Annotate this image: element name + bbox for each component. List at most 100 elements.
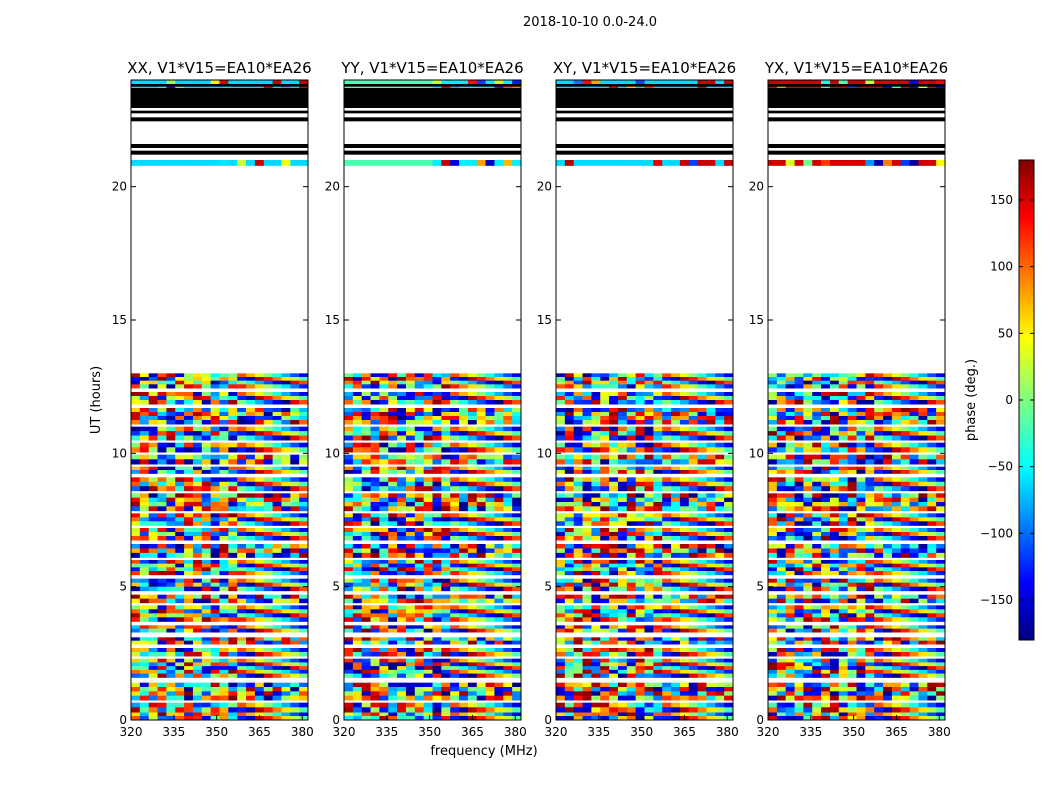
data-band xyxy=(131,408,308,425)
data-band xyxy=(344,594,521,604)
x-tick-label: 380 xyxy=(928,725,951,739)
data-band xyxy=(131,605,308,622)
flag-band xyxy=(768,88,945,108)
data-band xyxy=(131,373,308,389)
data-band xyxy=(344,682,521,701)
data-band xyxy=(131,544,308,558)
data-band xyxy=(768,454,945,465)
data-band xyxy=(768,160,945,166)
x-tick-label: 380 xyxy=(291,725,314,739)
x-tick-label: 320 xyxy=(757,725,780,739)
x-tick-label: 350 xyxy=(630,725,653,739)
y-tick-label: 10 xyxy=(112,446,127,460)
data-band xyxy=(556,528,733,541)
x-tick-label: 365 xyxy=(461,725,484,739)
data-band xyxy=(768,493,945,512)
data-band xyxy=(131,658,308,678)
data-band xyxy=(556,625,733,633)
data-band xyxy=(556,648,733,657)
flag-band xyxy=(131,110,308,114)
colorbar-tick-label: −150 xyxy=(980,593,1013,607)
flag-band xyxy=(556,88,733,108)
colorbar-tick-label: 50 xyxy=(998,326,1013,340)
flag-band xyxy=(344,150,521,155)
data-band xyxy=(344,513,521,526)
data-band xyxy=(768,513,945,526)
colorbar-tick-label: −100 xyxy=(980,526,1013,540)
data-band xyxy=(768,578,945,592)
x-axis-label: frequency (MHz) xyxy=(430,744,537,759)
data-band xyxy=(768,658,945,678)
data-band xyxy=(768,477,945,492)
y-tick-label: 10 xyxy=(325,446,340,460)
data-band xyxy=(131,477,308,492)
y-tick-label: 15 xyxy=(112,313,127,327)
panel-frame xyxy=(555,79,734,721)
panel-title: YY, V1*V15=EA10*EA26 xyxy=(340,59,523,77)
y-tick-label: 20 xyxy=(749,180,764,194)
data-band xyxy=(556,544,733,558)
phase-image-2 xyxy=(344,80,521,720)
x-tick-label: 380 xyxy=(716,725,739,739)
panel-3: XY, V1*V15=EA10*EA26 0 5 10 15 20 320 335 350 365… xyxy=(537,59,739,739)
data-band xyxy=(768,560,945,576)
data-band xyxy=(344,605,521,622)
data-band xyxy=(768,442,945,453)
x-tick-label: 350 xyxy=(418,725,441,739)
flag-band xyxy=(131,144,308,148)
data-band xyxy=(768,625,945,633)
y-tick-label: 5 xyxy=(332,580,340,594)
panel-4: YX, V1*V15=EA10*EA26 0 5 10 15 20 320 335 350 365… xyxy=(749,59,951,739)
data-band xyxy=(131,160,308,166)
x-tick-label: 365 xyxy=(885,725,908,739)
x-tick-label: 335 xyxy=(587,725,610,739)
flag-band xyxy=(344,84,521,87)
data-band xyxy=(131,454,308,465)
flag-band xyxy=(131,88,308,108)
data-band xyxy=(344,392,521,405)
data-band xyxy=(768,594,945,604)
data-band xyxy=(131,513,308,526)
data-band xyxy=(556,477,733,492)
data-band xyxy=(344,442,521,453)
data-band xyxy=(556,712,733,720)
data-band xyxy=(131,442,308,453)
panel-frame xyxy=(130,79,309,721)
y-axis-label: UT (hours) xyxy=(89,366,104,434)
data-band xyxy=(344,477,521,492)
x-tick-label: 365 xyxy=(248,725,271,739)
colorbar-tick-label: 0 xyxy=(1005,393,1013,407)
data-band xyxy=(131,594,308,604)
figure-suptitle: 2018-10-10 0.0-24.0 xyxy=(523,15,657,30)
colorbar-label: phase (deg.) xyxy=(964,359,979,441)
x-tick-label: 320 xyxy=(120,725,143,739)
flag-band xyxy=(768,150,945,155)
y-tick-label: 20 xyxy=(537,180,552,194)
colorbar: −150 −100 −50 0 50 100 150 phase (deg.) xyxy=(964,159,1035,641)
y-tick-label: 5 xyxy=(544,580,552,594)
x-tick-label: 335 xyxy=(162,725,185,739)
y-tick-label: 0 xyxy=(119,713,127,727)
flag-band xyxy=(556,144,733,148)
data-band xyxy=(131,702,308,713)
data-band xyxy=(556,605,733,622)
panel-2: YY, V1*V15=EA10*EA26 0 5 10 15 20 320 335 350 365… xyxy=(325,59,527,739)
flag-band xyxy=(344,110,521,114)
data-band xyxy=(344,493,521,512)
data-band xyxy=(768,712,945,720)
phase-image-4 xyxy=(768,80,945,720)
panel-frame xyxy=(767,79,946,721)
data-band xyxy=(131,493,308,512)
data-band xyxy=(556,454,733,465)
data-band xyxy=(344,454,521,465)
data-band xyxy=(344,625,521,633)
data-band xyxy=(768,373,945,389)
data-band xyxy=(768,648,945,657)
data-band xyxy=(556,466,733,474)
x-tick-label: 350 xyxy=(842,725,865,739)
data-band xyxy=(344,702,521,713)
data-band xyxy=(344,528,521,541)
data-band xyxy=(344,648,521,657)
data-band xyxy=(344,637,521,645)
flag-band xyxy=(344,88,521,108)
